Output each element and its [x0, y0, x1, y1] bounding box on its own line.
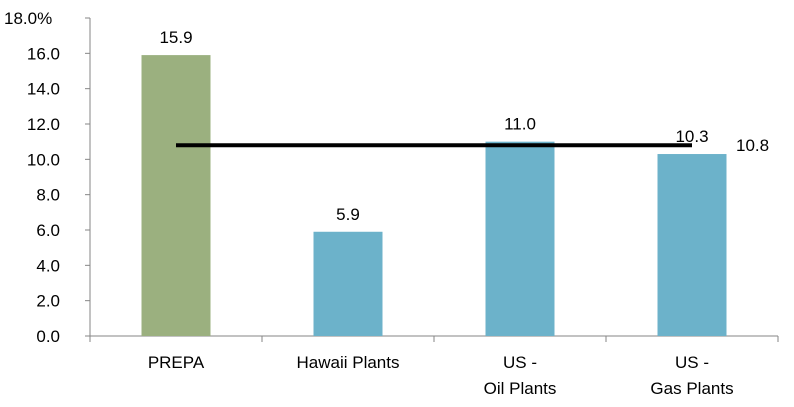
y-tick-label: 12.0	[27, 115, 60, 134]
bar	[141, 55, 211, 336]
y-tick-label: 2.0	[36, 292, 60, 311]
average-line-label: 10.8	[736, 136, 769, 155]
x-axis: PREPA Hawaii Plants US - Oil Plants US - Gas …	[89, 335, 779, 398]
x-category-label: Oil Plants	[484, 379, 557, 398]
y-tick-label: 0.0	[36, 327, 60, 346]
y-tick-label: 14.0	[27, 80, 60, 99]
x-category-label: Gas Plants	[650, 379, 733, 398]
y-axis: 0.0 2.0 4.0 6.0 8.0 10.0 12.0 14.0 16.0 18.0%	[4, 9, 91, 346]
bar	[657, 154, 727, 336]
bars	[141, 55, 727, 336]
x-category-label: US -	[675, 353, 709, 372]
y-tick-label: 8.0	[36, 186, 60, 205]
y-tick-label: 18.0%	[4, 9, 52, 28]
x-category-label: Hawaii Plants	[297, 353, 400, 372]
data-label: 5.9	[336, 205, 360, 224]
y-tick-label: 4.0	[36, 256, 60, 275]
data-label: 11.0	[504, 115, 536, 134]
data-label: 15.9	[159, 28, 192, 47]
x-category-label: PREPA	[148, 353, 205, 372]
average-line-group: 10.8	[176, 136, 769, 155]
y-tick-label: 16.0	[27, 44, 60, 63]
bar	[485, 141, 555, 336]
bar	[313, 231, 383, 336]
y-tick-label: 6.0	[36, 221, 60, 240]
x-category-label: US -	[503, 353, 537, 372]
y-tick-label: 10.0	[27, 150, 60, 169]
data-labels: 15.9 5.9 11.0 10.3	[159, 28, 708, 224]
data-label: 10.3	[675, 127, 708, 146]
